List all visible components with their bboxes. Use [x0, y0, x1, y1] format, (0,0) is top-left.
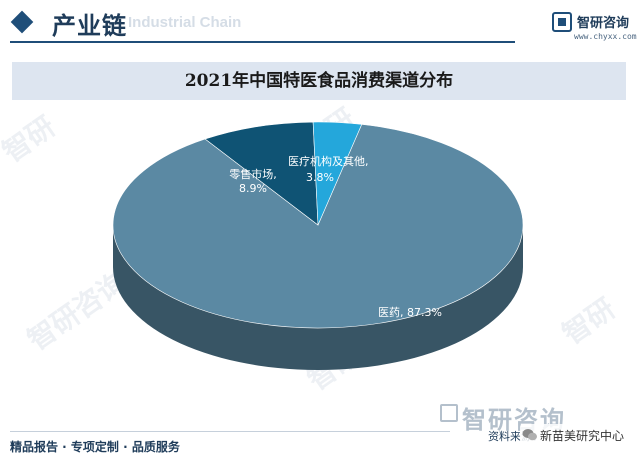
data-label-institutions-name: 医疗机构及其他, — [288, 154, 369, 168]
pie-slice-side — [113, 225, 523, 370]
section-subtitle-watermark: Industrial Chain — [128, 14, 242, 31]
chart-title-band: 2021年中国特医食品消费渠道分布 — [12, 62, 626, 100]
brand-name: 智研咨询 — [577, 16, 630, 31]
footer-divider — [10, 431, 450, 432]
chart-title: 2021年中国特医食品消费渠道分布 — [184, 71, 454, 91]
data-label-medicine: 医药, 87.3% — [378, 306, 442, 319]
brand-mark-icon — [552, 12, 572, 32]
header: 产业链 Industrial Chain — [0, 0, 640, 52]
pie-slice-medicine — [112, 124, 524, 329]
brand-url: www.chyxx.com — [574, 32, 637, 41]
data-label-retail-value: 8.9% — [239, 182, 267, 195]
data-label-institutions-value: 3.8% — [306, 171, 334, 184]
footer-brand-mark-icon — [440, 404, 458, 422]
wechat-account-name: 新苗美研究中心 — [540, 429, 625, 443]
footer-slogan: 精品报告 · 专项定制 · 品质服务 — [10, 440, 180, 454]
wechat-badge: 新苗美研究中心 — [520, 424, 638, 446]
section-title: 产业链 — [52, 12, 127, 40]
brand-logo: 智研咨询 www.chyxx.com — [552, 10, 638, 50]
wechat-icon — [522, 429, 537, 441]
pie-slice-retail — [204, 121, 319, 226]
header-divider — [10, 41, 515, 43]
pie-slice-institutions — [312, 121, 363, 226]
data-label-retail-name: 零售市场, — [229, 167, 277, 181]
